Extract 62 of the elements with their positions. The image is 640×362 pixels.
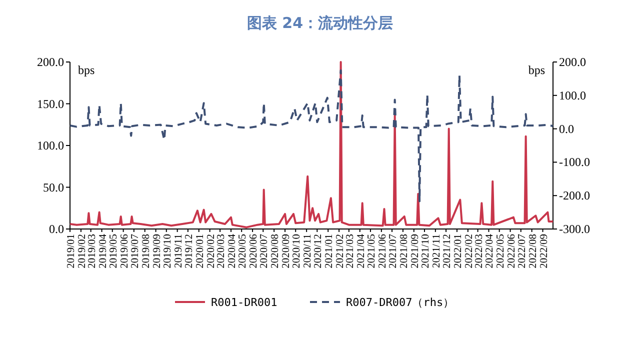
x-tick-label: 2019/06 (119, 234, 130, 268)
x-tick-label: 2022/09 (538, 234, 550, 268)
x-tick-label: 2021/05 (366, 234, 378, 268)
legend-label: R001-DR001 (211, 296, 278, 309)
y2-tick-label: 0.0 (559, 122, 574, 136)
x-tick-label: 2021/06 (377, 234, 388, 268)
x-tick-label: 2021/11 (431, 234, 442, 268)
x-tick-label: 2022/05 (495, 234, 506, 268)
x-tick-label: 2019/07 (130, 234, 141, 268)
y2-axis-title: bps (528, 63, 546, 77)
x-tick-label: 2021/12 (442, 234, 454, 268)
x-tick-label: 2019/10 (162, 234, 174, 268)
x-tick-label: 2020/06 (248, 234, 260, 268)
x-tick-label: 2020/12 (313, 234, 324, 268)
y2-tick-label: -200.0 (559, 188, 590, 203)
x-tick-label: 2020/10 (292, 234, 303, 268)
chart-title: 图表 24：流动性分层 (246, 14, 394, 32)
y-tick-label: 0.0 (49, 222, 64, 236)
x-tick-label: 2022/08 (528, 234, 539, 268)
x-tick-label: 2019/05 (108, 234, 120, 268)
x-tick-label: 2019/02 (76, 234, 88, 268)
x-tick-label: 2022/01 (452, 234, 464, 268)
x-tick-label: 2020/11 (302, 234, 314, 268)
x-tick-label: 2019/03 (86, 234, 98, 268)
x-tick-label: 2020/02 (206, 234, 217, 268)
y2-tick-label: 200.0 (559, 55, 586, 69)
x-tick-label: 2021/08 (398, 234, 410, 268)
x-tick-label: 2019/04 (98, 233, 109, 268)
x-tick-label: 2021/04 (356, 233, 367, 268)
x-tick-label: 2020/07 (259, 234, 270, 268)
x-tick-label: 2021/02 (335, 234, 346, 268)
line-series (69, 61, 554, 228)
x-tick-label: 2020/05 (238, 234, 249, 268)
x-tick-label: 2019/01 (66, 234, 77, 268)
y-axis-title: bps (78, 63, 95, 77)
x-tick-label: 2020/08 (270, 234, 282, 268)
x-tick-label: 2021/03 (344, 234, 356, 268)
x-tick-label: 2019/12 (184, 234, 195, 268)
y2-tick-label: -300.0 (559, 222, 590, 236)
x-tick-label: 2022/03 (474, 234, 485, 268)
x-tick-label: 2020/01 (194, 234, 206, 268)
y2-tick-label: -100.0 (559, 155, 590, 170)
legend-label: R007-DR007（rhs） (346, 296, 454, 309)
x-tick-label: 2021/10 (420, 234, 432, 268)
x-tick-label: 2020/03 (216, 234, 228, 268)
x-tick-label: 2022/02 (464, 234, 475, 268)
x-tick-label: 2019/09 (152, 234, 163, 268)
y-tick-label: 200.0 (37, 55, 64, 69)
x-tick-label: 2022/06 (506, 234, 518, 268)
x-tick-label: 2019/11 (173, 234, 184, 268)
y-tick-label: 50.0 (43, 180, 64, 194)
x-tick-label: 2022/07 (516, 234, 528, 268)
x-tick-label: 2021/07 (388, 234, 399, 268)
x-tick-label: 2019/08 (140, 234, 152, 268)
y-tick-label: 100.0 (37, 138, 64, 152)
x-tick-label: 2021/01 (324, 234, 336, 268)
y-tick-label: 150.0 (37, 96, 64, 111)
x-tick-label: 2022/04 (484, 233, 496, 268)
x-tick-label: 2021/09 (410, 234, 421, 268)
y2-tick-label: 100.0 (559, 88, 586, 102)
x-tick-label: 2020/09 (281, 234, 292, 268)
x-tick-label: 2020/04 (227, 233, 238, 268)
